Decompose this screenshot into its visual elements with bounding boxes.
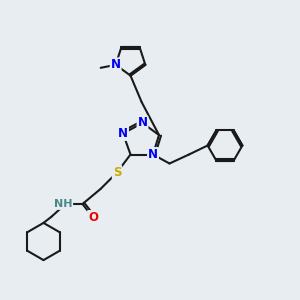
Text: NH: NH [54,199,72,209]
Text: N: N [137,116,148,130]
Text: S: S [113,166,121,179]
Text: O: O [88,211,98,224]
Text: N: N [118,127,128,140]
Text: N: N [148,148,158,161]
Text: N: N [111,58,121,71]
